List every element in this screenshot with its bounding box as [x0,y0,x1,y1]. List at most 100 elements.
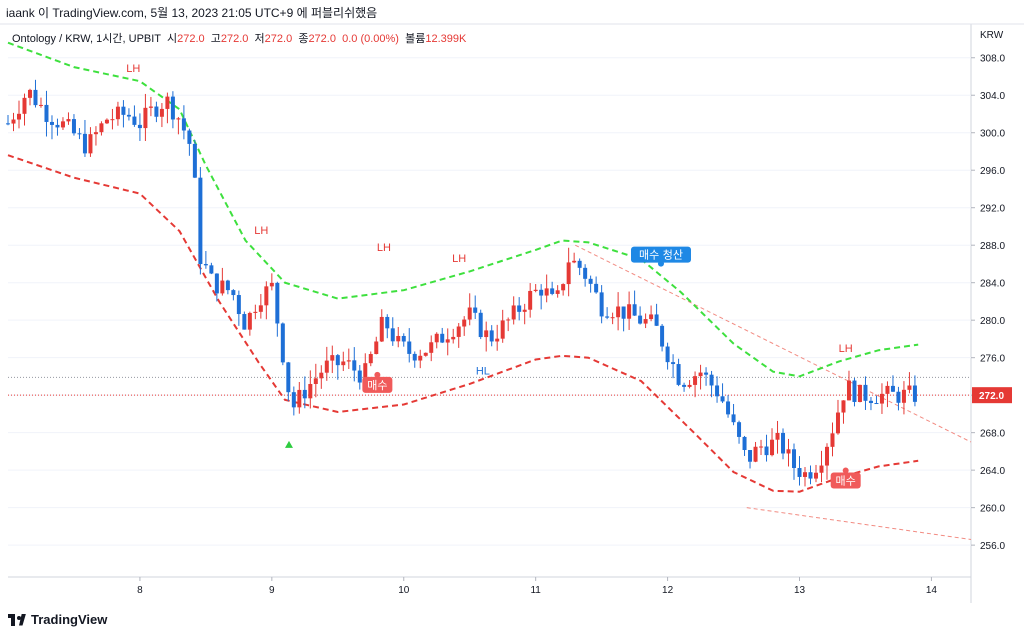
candle [583,264,588,287]
candle [539,284,544,310]
candle-body [813,472,818,479]
candle [33,79,38,108]
candle [835,399,840,435]
candle-body [704,372,709,375]
candle-body [225,280,230,291]
candle [478,309,483,340]
candle-body [632,304,637,316]
candle [495,324,500,351]
pivot-label: LH [126,63,140,75]
buy-signal: 매수 [830,467,861,489]
candle [198,167,203,275]
candle [401,333,406,347]
y-tick-label: 292.0 [980,204,1005,215]
candle-body [242,314,247,330]
candle-body [93,132,98,135]
candle [896,386,901,411]
candle [687,380,692,389]
candle [841,400,846,424]
candle [341,351,346,372]
candle-body [203,264,208,266]
exit-signal: 매수 청산 [630,246,691,267]
candle [451,328,456,344]
candle-body [605,316,610,318]
candle [396,327,401,348]
candle-body [423,352,428,356]
candle [467,293,472,326]
y-tick-label: 304.0 [980,91,1005,102]
signal-box [830,472,861,489]
publish-info: iaank 이 TradingView.com, 5월 13, 2023 21:… [6,6,378,20]
candle-body [159,108,164,117]
candle-body [544,288,549,296]
candle-body [258,305,263,312]
candle-body [192,143,197,178]
candle-body [682,384,687,387]
high-value: 272.0 [220,33,249,45]
candle-body [890,385,895,392]
candle-body [522,309,527,312]
pivot-label: LH [452,253,466,265]
signal-label: 매수 [367,379,387,392]
candle-body [71,119,76,134]
candle [561,283,566,296]
candle [528,283,533,318]
candle-body [38,104,43,106]
candle-body [671,362,676,365]
signal-box [630,246,691,263]
candle-body [341,361,346,366]
candle-body [737,422,742,437]
candle-body [583,267,588,279]
candle-body [720,396,725,402]
candle [330,345,335,374]
candle-body [588,278,593,284]
candle [27,88,32,106]
candle [368,351,373,367]
candle-body [693,376,698,385]
candle-body [247,312,252,330]
candle [412,351,417,368]
signal-dot [842,467,849,474]
candle-body [885,385,890,394]
candle-body [231,290,236,296]
candle [258,293,263,319]
candle-body [835,412,840,434]
candle [544,274,549,303]
candle [868,396,873,411]
candle-body [368,354,373,364]
tradingview-logo: TradingView [8,612,107,627]
x-tick-label: 14 [926,585,938,596]
candle-body [462,319,467,327]
candle-body [264,286,269,306]
candle [302,376,307,409]
candle-body [214,273,219,294]
candle [874,395,879,405]
candle [176,116,181,135]
y-tick-label: 296.0 [980,166,1005,177]
candle-body [352,360,357,371]
y-tick-label: 260.0 [980,504,1005,515]
candle [170,91,175,129]
candle [264,281,269,320]
candle [720,383,725,404]
candle-body [610,317,615,319]
candle [236,290,241,326]
candle [313,363,318,398]
last-price-tag [972,387,1012,404]
candle [44,90,49,137]
candle [588,275,593,293]
candle [165,92,170,124]
candle-body [126,114,131,117]
candle [594,276,599,294]
candle-body [418,355,423,361]
candle [357,365,362,390]
candle-body [775,432,780,440]
candle [440,327,445,344]
candle-body [555,290,560,294]
candle [291,386,296,416]
pivot-label: HL [476,366,490,378]
volume-label: 볼륨 [405,33,426,45]
candle-body [901,389,906,403]
pivot-label: LH [377,242,391,254]
